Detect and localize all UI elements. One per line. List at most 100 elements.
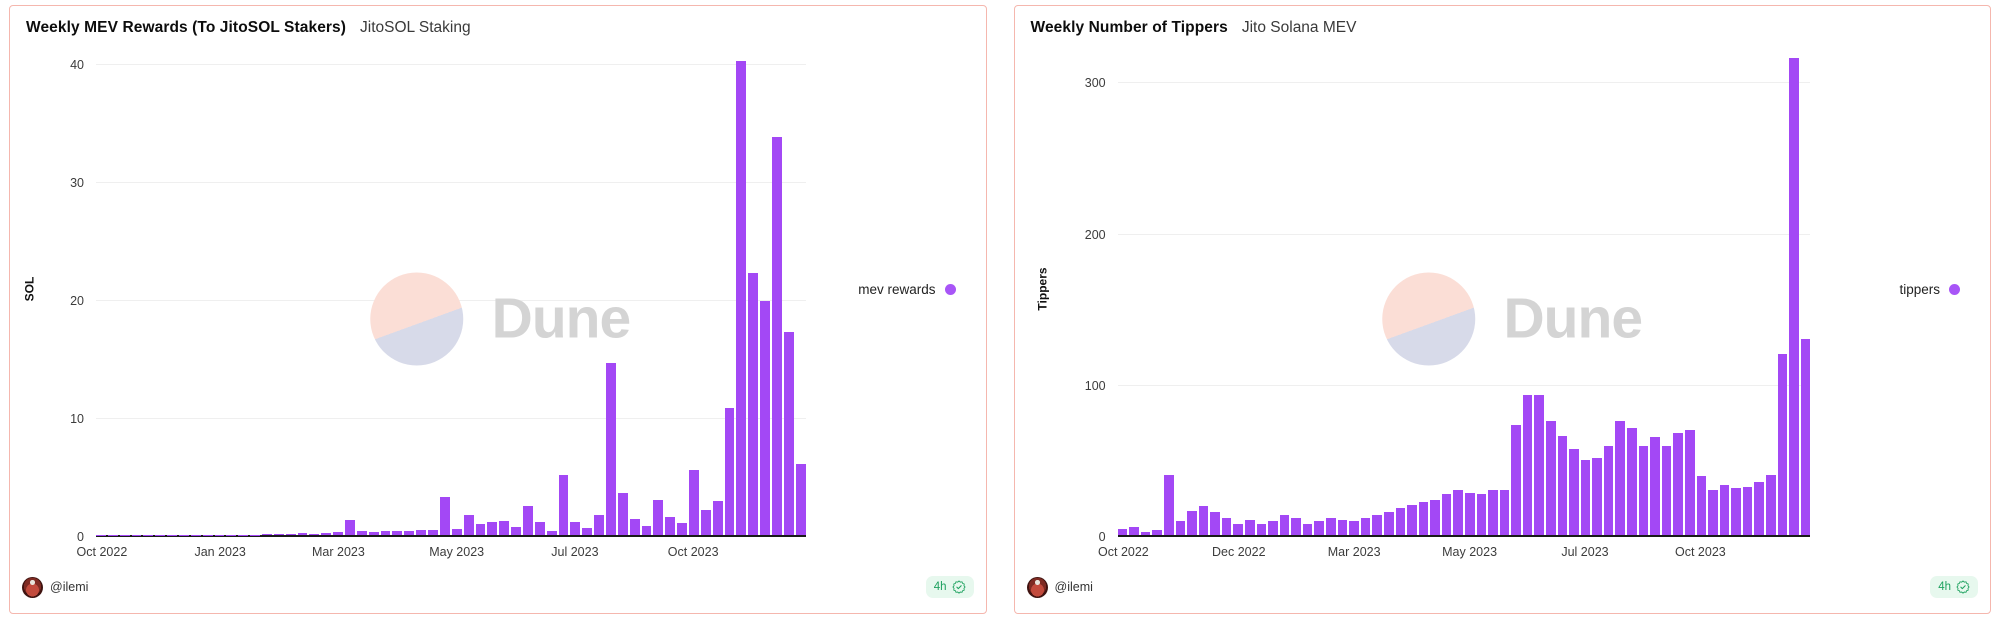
bar[interactable]: [1592, 458, 1602, 535]
author-handle[interactable]: @ilemi: [1054, 580, 1093, 594]
refresh-badge[interactable]: 4h: [925, 576, 974, 598]
bar[interactable]: [736, 61, 747, 535]
bar[interactable]: [700, 510, 711, 535]
bar[interactable]: [617, 492, 628, 535]
bar[interactable]: [1129, 527, 1139, 535]
bar[interactable]: [558, 475, 569, 535]
bar[interactable]: [273, 533, 284, 535]
bar[interactable]: [1627, 428, 1637, 535]
bar[interactable]: [475, 524, 486, 535]
bar[interactable]: [392, 531, 403, 535]
bar[interactable]: [1326, 518, 1336, 535]
bar[interactable]: [522, 505, 533, 535]
bar[interactable]: [1152, 530, 1162, 535]
bar[interactable]: [1488, 489, 1498, 535]
bar[interactable]: [688, 470, 699, 535]
bar[interactable]: [1256, 524, 1267, 535]
bar[interactable]: [1372, 515, 1382, 535]
bar[interactable]: [724, 407, 735, 535]
bar[interactable]: [1175, 521, 1186, 535]
bar[interactable]: [1360, 518, 1371, 535]
bar[interactable]: [783, 331, 794, 535]
bar[interactable]: [1441, 494, 1452, 535]
bar[interactable]: [795, 464, 806, 535]
bar[interactable]: [1661, 446, 1672, 535]
bar[interactable]: [594, 515, 604, 535]
bar[interactable]: [297, 533, 308, 535]
bar[interactable]: [1766, 474, 1776, 535]
legend-label[interactable]: mev rewards: [858, 281, 936, 297]
bar[interactable]: [1777, 354, 1788, 535]
bar[interactable]: [1511, 425, 1521, 535]
legend-label[interactable]: tippers: [1899, 281, 1940, 297]
bar[interactable]: [439, 497, 450, 535]
bar[interactable]: [1650, 437, 1660, 535]
bar[interactable]: [1476, 494, 1487, 535]
plot-area[interactable]: Dune: [1117, 41, 1811, 537]
bar[interactable]: [285, 533, 296, 535]
bar[interactable]: [1117, 528, 1128, 535]
bar[interactable]: [368, 532, 379, 535]
bar[interactable]: [1407, 504, 1417, 535]
bar[interactable]: [1233, 524, 1243, 535]
bar[interactable]: [677, 523, 687, 535]
bar[interactable]: [582, 527, 593, 535]
author-handle[interactable]: @ilemi: [50, 580, 89, 594]
bar[interactable]: [1198, 506, 1209, 535]
bar[interactable]: [1337, 519, 1348, 535]
bar[interactable]: [653, 499, 664, 535]
bar[interactable]: [1187, 510, 1197, 535]
bar[interactable]: [1291, 518, 1301, 535]
bar[interactable]: [641, 525, 652, 535]
bar[interactable]: [1673, 432, 1683, 535]
bar[interactable]: [333, 532, 344, 535]
bar[interactable]: [760, 300, 770, 535]
bar[interactable]: [1279, 515, 1290, 535]
author-link[interactable]: @ilemi: [1026, 576, 1093, 598]
bar[interactable]: [1522, 394, 1533, 535]
bar[interactable]: [380, 530, 391, 535]
bar[interactable]: [1603, 446, 1614, 535]
bar[interactable]: [487, 522, 498, 535]
bar[interactable]: [1800, 339, 1811, 535]
bar[interactable]: [1395, 507, 1406, 535]
bar[interactable]: [1314, 521, 1325, 535]
bar[interactable]: [665, 517, 676, 535]
legend-dot-icon[interactable]: [944, 283, 956, 295]
bar[interactable]: [356, 531, 367, 535]
bar[interactable]: [629, 518, 640, 535]
bar[interactable]: [1580, 459, 1591, 535]
bar[interactable]: [1430, 500, 1440, 535]
bar[interactable]: [451, 529, 462, 535]
bar[interactable]: [1719, 485, 1730, 535]
bar[interactable]: [1268, 521, 1278, 535]
bar[interactable]: [416, 529, 427, 535]
bar[interactable]: [1731, 488, 1741, 535]
bar[interactable]: [605, 363, 616, 535]
author-link[interactable]: @ilemi: [22, 576, 89, 598]
plot-area[interactable]: Dune: [96, 41, 806, 537]
bar[interactable]: [428, 530, 438, 535]
bar[interactable]: [1742, 486, 1753, 535]
bar[interactable]: [1546, 420, 1556, 535]
bar[interactable]: [1684, 429, 1695, 535]
bar[interactable]: [534, 522, 545, 535]
bar[interactable]: [1244, 519, 1255, 535]
bar[interactable]: [1499, 489, 1510, 535]
bar[interactable]: [321, 532, 332, 535]
bar[interactable]: [404, 531, 415, 535]
bar[interactable]: [345, 519, 355, 535]
bar[interactable]: [1638, 446, 1649, 535]
bar[interactable]: [262, 534, 272, 535]
bar[interactable]: [1221, 518, 1232, 535]
bar[interactable]: [1615, 420, 1626, 535]
bar[interactable]: [1754, 482, 1764, 535]
bar[interactable]: [1418, 501, 1429, 535]
bar[interactable]: [1210, 512, 1220, 535]
bar[interactable]: [771, 137, 782, 535]
bar[interactable]: [309, 533, 320, 535]
bar[interactable]: [1163, 474, 1174, 535]
bar[interactable]: [1349, 521, 1359, 535]
refresh-badge[interactable]: 4h: [1930, 576, 1978, 598]
bar[interactable]: [499, 520, 510, 535]
